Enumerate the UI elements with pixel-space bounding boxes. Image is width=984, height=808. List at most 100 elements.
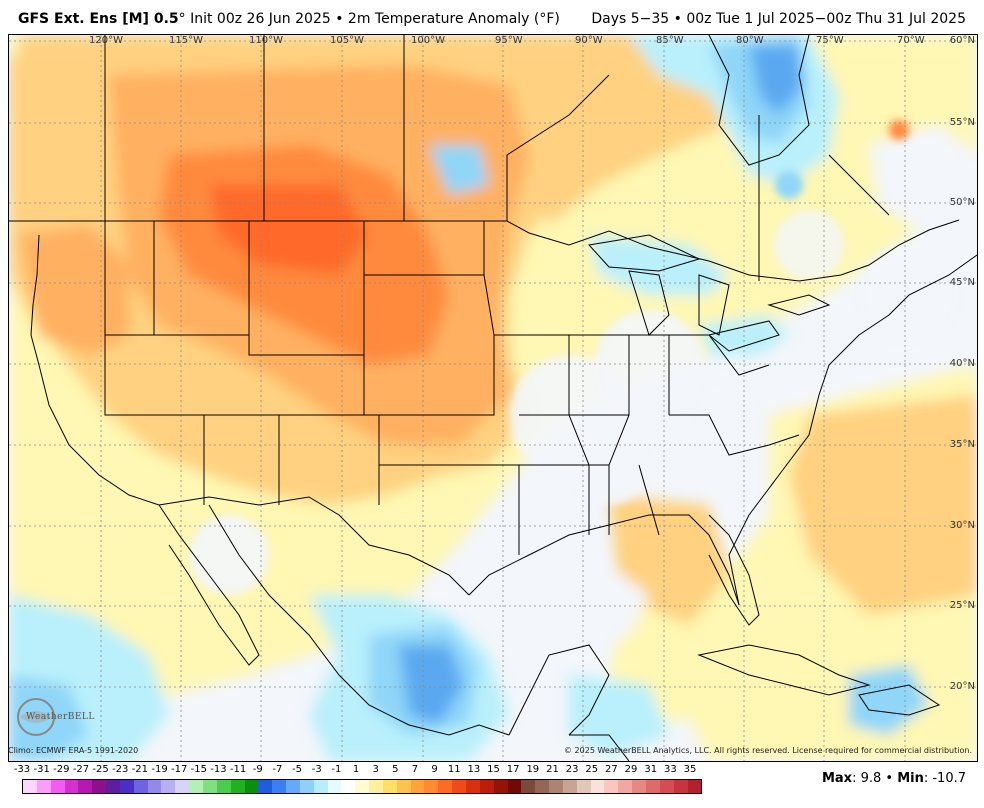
lat-label: 25°N — [949, 600, 975, 611]
colorbar-cell — [147, 780, 162, 793]
colorbar-cell — [36, 780, 51, 793]
map-panel: 120°W 115°W 110°W 105°W 100°W 95°W 90°W … — [8, 34, 978, 762]
colorbar-cell — [673, 780, 688, 793]
colorbar-cell — [161, 780, 176, 793]
colorbar-cell — [313, 780, 328, 793]
climo-note: Climo: ECMWF ERA-5 1991-2020 — [8, 746, 139, 755]
colorbar-tick-label: -33 — [13, 764, 31, 775]
colorbar-tick-label: 19 — [526, 764, 540, 775]
lon-label: 90°W — [575, 35, 603, 46]
lat-label: 40°N — [949, 358, 975, 369]
colorbar-tick-label: 25 — [585, 764, 599, 775]
colorbar-tick-label: -5 — [292, 764, 303, 775]
colorbar-tick-label: -23 — [112, 764, 129, 775]
lat-label: 50°N — [949, 197, 975, 208]
colorbar-tick-label: 9 — [431, 764, 438, 775]
colorbar-tick-label: -15 — [190, 764, 207, 775]
colorbar-tick-label: 35 — [683, 764, 697, 775]
colorbar-tick-label: 11 — [447, 764, 461, 775]
max-value: : 9.8 • — [852, 771, 898, 786]
colorbar-cell — [216, 780, 231, 793]
gridlines — [9, 35, 977, 761]
colorbar-tick-label: -9 — [252, 764, 263, 775]
max-min-stats: Max: 9.8 • Min: -10.7 — [822, 771, 966, 786]
lon-label: 85°W — [656, 35, 684, 46]
colorbar-cell — [410, 780, 425, 793]
colorbar-cell — [562, 780, 577, 793]
colorbar-cell — [286, 780, 300, 793]
colorbar-tick-label: 21 — [546, 764, 559, 775]
lon-label: 95°W — [495, 35, 523, 46]
degree-sign: ° — [178, 11, 186, 27]
colorbar — [22, 779, 702, 794]
lon-label: 75°W — [816, 35, 844, 46]
colorbar-tick-label: 23 — [565, 764, 579, 775]
colorbar-tick-label: 13 — [467, 764, 481, 775]
copyright-note: © 2025 WeatherBELL Analytics, LLC. All r… — [564, 746, 972, 755]
colorbar-tick-label: -17 — [171, 764, 188, 775]
colorbar-cell — [687, 780, 702, 793]
header: GFS Ext. Ens [M] 0.5° Init 00z 26 Jun 20… — [0, 0, 984, 34]
borders — [9, 35, 977, 761]
colorbar-tick-label: -19 — [151, 764, 168, 775]
colorbar-tick-label: -1 — [331, 764, 342, 775]
colorbar-cell — [50, 780, 65, 793]
colorbar-tick-label: 7 — [411, 764, 419, 775]
colorbar-cell — [396, 780, 411, 793]
weatherbell-logo — [17, 698, 55, 736]
anomaly-map — [9, 35, 977, 761]
colorbar-tick-label: 31 — [644, 764, 658, 775]
colorbar-cell — [258, 780, 273, 793]
colorbar-cell — [576, 780, 591, 793]
colorbar-cell — [452, 780, 466, 793]
colorbar-cell — [175, 780, 190, 793]
colorbar-cell — [590, 780, 605, 793]
colorbar-cell — [493, 780, 508, 793]
colorbar-tick-label: 3 — [372, 764, 379, 775]
colorbar-cell — [244, 780, 259, 793]
colorbar-cell — [64, 780, 79, 793]
colorbar-cell — [230, 780, 245, 793]
colorbar-cell — [466, 780, 480, 793]
colorbar-tick-label: -3 — [311, 764, 322, 775]
colorbar-cell — [618, 780, 633, 793]
colorbar-tick-label: -25 — [92, 764, 109, 775]
colorbar-tick-label: 17 — [506, 764, 520, 775]
lat-label: 20°N — [949, 681, 975, 692]
colorbar-tick-label: 29 — [624, 764, 638, 775]
colorbar-cell — [382, 780, 397, 793]
lon-label: 110°W — [249, 35, 283, 46]
lon-label: 115°W — [169, 35, 203, 46]
colorbar-cell — [645, 780, 660, 793]
lon-label: 120°W — [89, 35, 123, 46]
colorbar-tick-label: -21 — [131, 764, 149, 775]
colorbar-tick-label: 5 — [392, 764, 399, 775]
init-info: Init 00z 26 Jun 2025 • 2m Temperature An… — [185, 11, 560, 27]
lat-label: 35°N — [949, 439, 975, 450]
lat-label: 60°N — [949, 35, 975, 46]
colorbar-cell — [659, 780, 674, 793]
colorbar-cell — [23, 780, 37, 793]
colorbar-cell — [424, 780, 439, 793]
colorbar-tick-label: -27 — [72, 764, 90, 775]
lon-label: 100°W — [411, 35, 445, 46]
lon-label: 70°W — [897, 35, 925, 46]
lat-label: 55°N — [949, 117, 975, 128]
lon-label: 80°W — [736, 35, 764, 46]
colorbar-cell — [549, 780, 563, 793]
max-label: Max — [821, 771, 853, 786]
colorbar-cell — [521, 780, 536, 793]
model-name: GFS Ext. Ens [M] 0.5 — [18, 11, 179, 27]
colorbar-cell — [106, 780, 120, 793]
colorbar-cell — [272, 780, 287, 793]
colorbar-cell — [369, 780, 383, 793]
logo-text: WeatherBELL — [26, 712, 95, 722]
lat-label: 45°N — [949, 277, 975, 288]
colorbar-cell — [189, 780, 203, 793]
colorbar-cell — [92, 780, 107, 793]
colorbar-tick-label: 15 — [487, 764, 500, 775]
colorbar-cell — [341, 780, 356, 793]
colorbar-cell — [299, 780, 314, 793]
colorbar-cell — [604, 780, 619, 793]
lon-label: 105°W — [330, 35, 364, 46]
